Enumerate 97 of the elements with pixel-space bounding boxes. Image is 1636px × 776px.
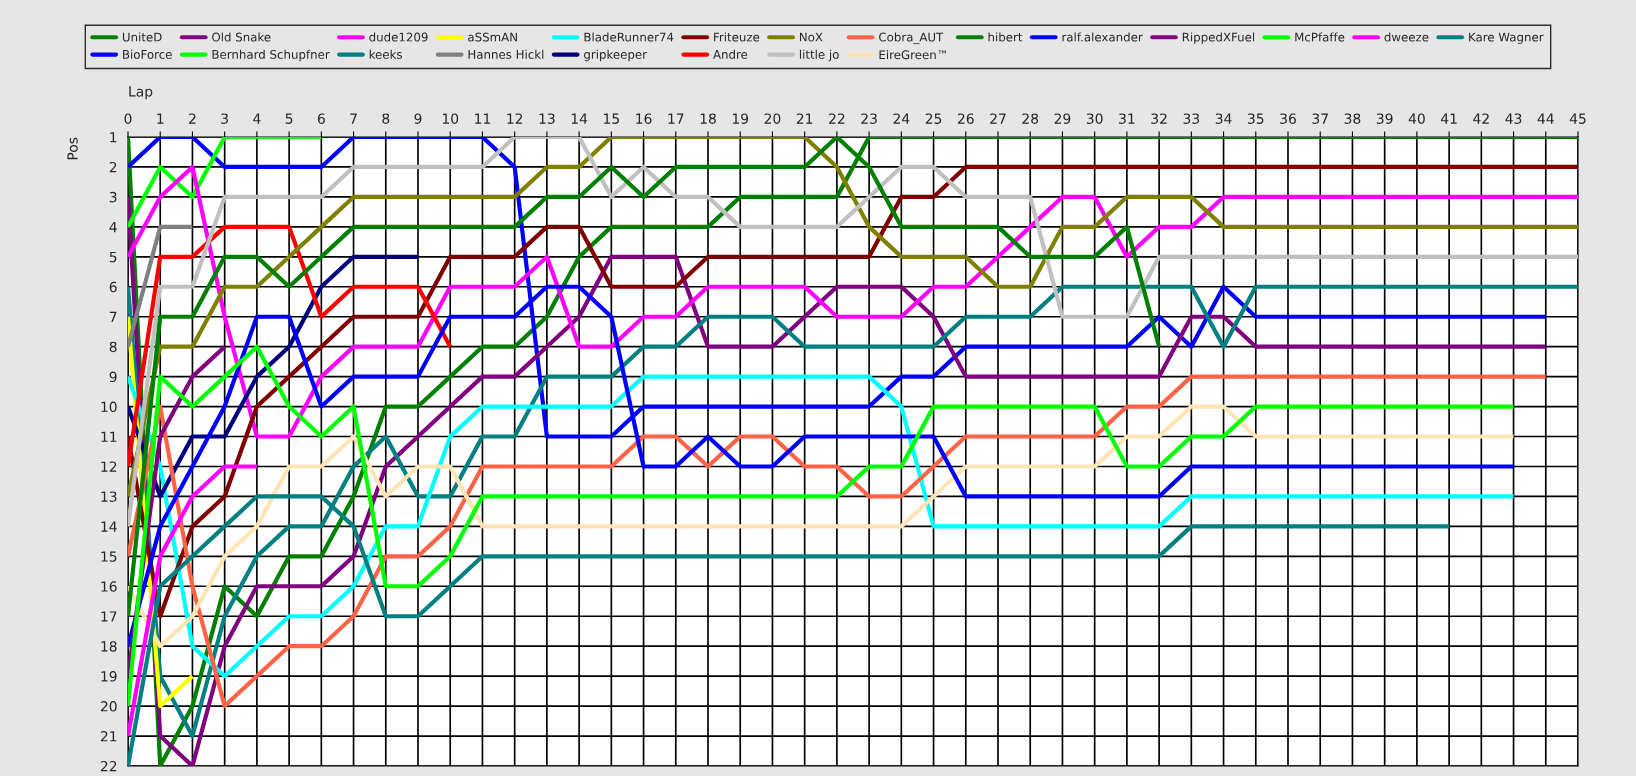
x-tick-label: 6 (317, 113, 325, 124)
x-tick-label: 26 (957, 113, 974, 124)
y-tick-label: 7 (109, 311, 117, 322)
x-tick-label: 25 (925, 113, 942, 124)
legend-label: BioForce (123, 49, 172, 59)
y-tick-label: 18 (101, 641, 117, 652)
x-tick-label: 3 (221, 113, 228, 124)
x-tick-label: 4 (253, 113, 261, 124)
x-tick-label: 23 (861, 113, 877, 124)
y-tick-label: 9 (109, 371, 117, 383)
y-tick-label: 16 (101, 581, 117, 592)
y-tick-label: 19 (101, 671, 117, 682)
y-tick-label: 4 (109, 222, 117, 233)
x-tick-label: 13 (539, 113, 555, 124)
x-tick-label: 15 (604, 113, 619, 124)
x-tick-label: 30 (1086, 113, 1103, 124)
x-tick-label: 35 (1248, 113, 1264, 124)
x-tick-label: 5 (285, 113, 293, 124)
y-tick-label: 21 (100, 731, 117, 742)
x-tick-label: 9 (414, 113, 422, 124)
x-tick-label: 42 (1473, 113, 1489, 124)
x-tick-label: 24 (893, 113, 910, 124)
legend-label: dweeze (1384, 32, 1429, 42)
x-tick-label: 36 (1280, 113, 1296, 124)
legend-label: Andre (713, 49, 748, 59)
x-tick-label: 39 (1376, 113, 1393, 124)
legend-label: Kare Wagner (1469, 32, 1544, 44)
y-tick-label: 10 (101, 401, 117, 413)
x-tick-label: 40 (1408, 113, 1425, 124)
y-tick-label: 8 (109, 341, 117, 353)
x-tick-label: 17 (668, 113, 684, 124)
x-tick-label: 16 (636, 113, 652, 124)
legend-label: Old Snake (212, 32, 271, 42)
y-tick-label: 13 (101, 491, 117, 502)
x-axis-title: Lap (129, 86, 153, 100)
legend-label: BladeRunner74 (584, 32, 674, 42)
line-series (128, 164, 1578, 619)
x-tick-label: 45 (1569, 113, 1586, 124)
x-tick-label: 28 (1022, 113, 1039, 124)
x-tick-label: 38 (1344, 113, 1361, 124)
legend-label: RippedXFuel (1182, 32, 1255, 44)
x-tick-label: 27 (990, 113, 1006, 124)
legend-label: hibert (988, 32, 1023, 42)
y-tick-label: 2 (109, 161, 117, 173)
legend-label: dude1209 (369, 32, 428, 42)
x-tick-label: 29 (1054, 113, 1071, 124)
legend-label: ralf.alexander (1062, 32, 1143, 42)
x-tick-label: 19 (732, 113, 749, 124)
x-tick-label: 41 (1440, 113, 1457, 124)
legend-label: keeks (369, 49, 403, 59)
x-tick-label: 11 (475, 113, 490, 124)
legend-label: Hannes Hickl (468, 49, 544, 59)
legend-label: NoX (799, 32, 823, 42)
legend-label: EireGreen™ (879, 50, 946, 60)
x-tick-label: 10 (442, 113, 459, 124)
x-tick-label: 2 (189, 113, 196, 124)
x-tick-label: 33 (1183, 113, 1200, 124)
x-tick-label: 21 (796, 113, 813, 124)
x-tick-label: 1 (157, 113, 164, 124)
y-axis-title: Pos (67, 137, 78, 160)
x-tick-label: 32 (1151, 113, 1167, 124)
x-tick-label: 22 (829, 113, 845, 124)
x-tick-label: 14 (571, 113, 588, 124)
x-tick-label: 0 (124, 113, 132, 124)
legend-label: UniteD (122, 32, 162, 42)
x-tick-label: 18 (700, 113, 716, 124)
line-series (128, 224, 453, 469)
x-tick-label: 34 (1215, 113, 1232, 124)
x-tick-label: 20 (764, 113, 781, 124)
y-tick-label: 12 (101, 461, 117, 472)
legend-label: Cobra_AUT (879, 32, 944, 45)
legend-label: Friteuze (714, 32, 760, 42)
legend-label: Bernhard Schupfner (212, 49, 330, 62)
legend-label: little jo (799, 49, 839, 62)
legend-label: McPfaffe (1295, 32, 1345, 42)
y-tick-label: 22 (100, 760, 117, 772)
x-tick-label: 12 (507, 113, 523, 124)
y-tick-label: 20 (100, 701, 117, 712)
line-series (128, 137, 324, 229)
x-tick-label: 43 (1505, 113, 1522, 124)
y-tick-label: 5 (109, 251, 117, 263)
x-tick-label: 37 (1312, 113, 1328, 124)
y-tick-label: 15 (101, 551, 117, 562)
line-series (128, 404, 1516, 649)
x-tick-label: 31 (1119, 113, 1135, 124)
y-tick-label: 11 (101, 431, 117, 442)
legend-label: gripkeeper (584, 49, 648, 62)
y-tick-label: 17 (101, 611, 117, 622)
y-tick-label: 1 (110, 132, 117, 143)
x-tick-label: 7 (350, 113, 357, 124)
x-tick-label: 8 (382, 113, 390, 124)
y-tick-label: 3 (109, 191, 117, 203)
x-tick-label: 44 (1537, 113, 1554, 124)
y-tick-label: 14 (101, 521, 117, 532)
line-series (128, 464, 259, 739)
y-tick-label: 6 (109, 281, 117, 293)
legend-label: aSSmAN (468, 32, 517, 42)
